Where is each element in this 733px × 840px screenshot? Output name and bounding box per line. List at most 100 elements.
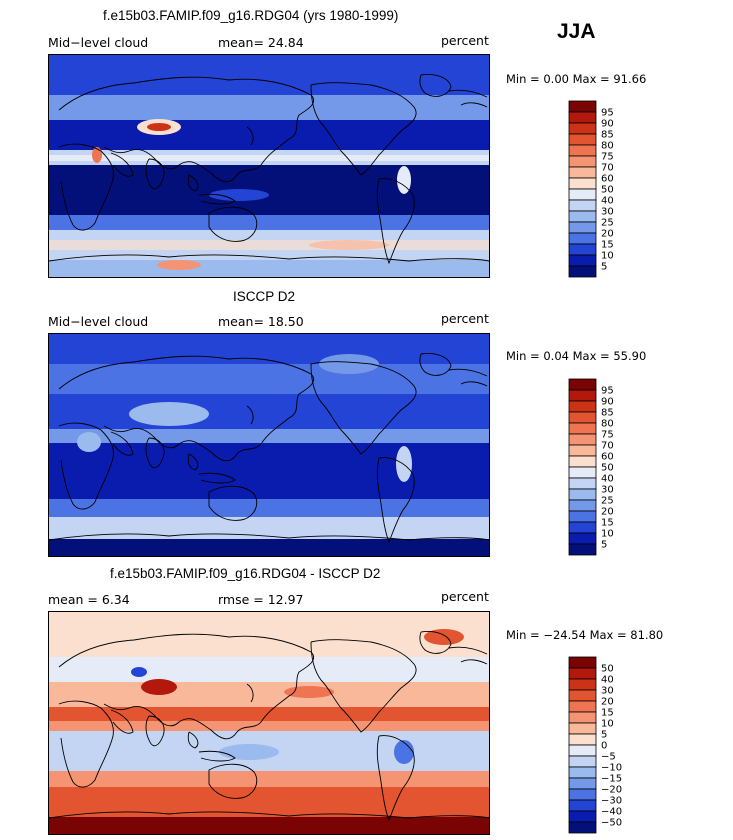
panel-1-colorbar-swatch [568,144,597,157]
panel-3-colorbar-swatch [568,733,597,746]
panel-2-colorbar-swatch [568,477,597,490]
panel-1-minmax: Min = 0.00 Max = 91.66 [506,72,647,86]
panel-3-colorbar-label: −50 [601,818,622,829]
panel-1-colorbar-label: 70 [601,163,614,174]
panel-2-colorbar-swatch [568,378,597,391]
panel-2-colorbar-label: 30 [601,485,614,496]
panel-2-colorbar-label: 20 [601,507,614,518]
panel-2-colorbar-label: 90 [601,397,614,408]
panel-2-colorbar-swatch [568,488,597,501]
panel-3-colorbar-label: 40 [601,675,614,686]
panel-2-colorbar-swatch [568,466,597,479]
panel-3-colorbar-swatch [568,777,597,790]
panel-3-colorbar-swatch [568,722,597,735]
panel-2-colorbar-swatch [568,422,597,435]
panel-2-colorbar-label: 25 [601,496,614,507]
panel-3-colorbar-swatch [568,667,597,680]
panel-1-colorbar-label: 85 [601,130,614,141]
season-label: JJA [557,20,596,43]
panel-3-colorbar-label: −20 [601,785,622,796]
panel-2-colorbar-label: 40 [601,474,614,485]
panel-3-colorbar-label: 5 [601,730,607,741]
panel-2-colorbar-swatch [568,532,597,545]
panel-1-colorbar-swatch [568,254,597,267]
panel-1-colorbar-label: 75 [601,152,614,163]
panel-1-colorbar-swatch [568,265,597,278]
panel-1-colorbar-swatch [568,243,597,256]
panel-2-colorbar-swatch [568,411,597,424]
panel-1-colorbar-swatch [568,199,597,212]
panel-2-colorbar-label: 85 [601,408,614,419]
panel-3-mean-label: mean = 6.34 [48,592,130,607]
panel-2-colorbar-label: 60 [601,452,614,463]
panel-2-map [48,333,490,557]
panel-3-rmse-label: rmse = 12.97 [218,592,304,607]
panel-2-colorbar-label: 50 [601,463,614,474]
panel-3-colorbar-swatch [568,656,597,669]
panel-2-colorbar-swatch [568,499,597,512]
panel-1-map [48,54,490,278]
panel-1-colorbar-label: 30 [601,207,614,218]
panel-1-colorbar-swatch [568,133,597,146]
panel-1-colorbar-label: 50 [601,185,614,196]
panel-2-minmax: Min = 0.04 Max = 55.90 [506,349,647,363]
panel-1-colorbar-label: 60 [601,174,614,185]
panel-1-colorbar-swatch [568,166,597,179]
panel-1-colorbar-label: 25 [601,218,614,229]
panel-1-title: f.e15b03.FAMIP.f09_g16.RDG04 (yrs 1980-1… [103,8,399,23]
panel-3-colorbar-swatch [568,700,597,713]
panel-1-units-label: percent [441,33,489,48]
panel-3-map [48,611,490,835]
panel-3-colorbar-label: 0 [601,741,607,752]
panel-1-colorbar-swatch [568,155,597,168]
panel-3-colorbar-swatch [568,766,597,779]
panel-3-colorbar-label: 50 [601,664,614,675]
panel-1-colorbar-swatch [568,122,597,135]
panel-2-colorbar: 95 90 85 80 75 70 60 50 40 30 25 20 15 10 5 [568,378,648,561]
panel-3-colorbar-swatch [568,799,597,812]
panel-3-title: f.e15b03.FAMIP.f09_g16.RDG04 - ISCCP D2 [110,566,381,581]
panel-3-colorbar-label: −10 [601,763,622,774]
panel-1-colorbar-label: 90 [601,119,614,130]
panel-3-colorbar-swatch [568,744,597,757]
panel-3-minmax: Min = −24.54 Max = 81.80 [506,628,664,642]
panel-3-colorbar-swatch [568,788,597,801]
panel-2-units-label: percent [441,311,489,326]
panel-2-colorbar-label: 75 [601,430,614,441]
panel-3-colorbar-label: 15 [601,708,614,719]
panel-1-colorbar-swatch [568,111,597,124]
panel-3-units-label: percent [441,589,489,604]
panel-1-colorbar-label: 80 [601,141,614,152]
panel-2-colorbar-swatch [568,455,597,468]
panel-2-colorbar-swatch [568,510,597,523]
panel-3-colorbar-swatch [568,755,597,768]
panel-3-colorbar-swatch [568,711,597,724]
panel-1-colorbar-label: 5 [601,262,607,273]
panel-1-colorbar-swatch [568,177,597,190]
panel-2-colorbar-label: 95 [601,386,614,397]
panel-2-colorbar-swatch [568,400,597,413]
panel-3-colorbar-label: −30 [601,796,622,807]
panel-2-colorbar-swatch [568,543,597,556]
panel-1-colorbar-swatch [568,210,597,223]
panel-2-colorbar-swatch [568,444,597,457]
panel-1-colorbar-swatch [568,221,597,234]
panel-1-colorbar-swatch [568,188,597,201]
panel-3-colorbar-swatch [568,689,597,702]
panel-3-colorbar-swatch [568,810,597,823]
panel-2-colorbar-label: 10 [601,529,614,540]
panel-3-colorbar-label: −40 [601,807,622,818]
panel-2-colorbar-label: 70 [601,441,614,452]
panel-3-colorbar-label: −5 [601,752,616,763]
panel-2-variable-label: Mid−level cloud [48,314,149,329]
panel-2-colorbar-label: 5 [601,540,607,551]
panel-2-colorbar-label: 80 [601,419,614,430]
panel-3-colorbar-label: 20 [601,697,614,708]
panel-1-mean-label: mean= 24.84 [218,35,304,50]
panel-2-colorbar-swatch [568,389,597,402]
panel-3-colorbar-swatch [568,821,597,834]
panel-1-colorbar-swatch [568,100,597,113]
panel-1-colorbar-label: 15 [601,240,614,251]
panel-3-colorbar-label: 10 [601,719,614,730]
panel-3-colorbar-label: −15 [601,774,622,785]
